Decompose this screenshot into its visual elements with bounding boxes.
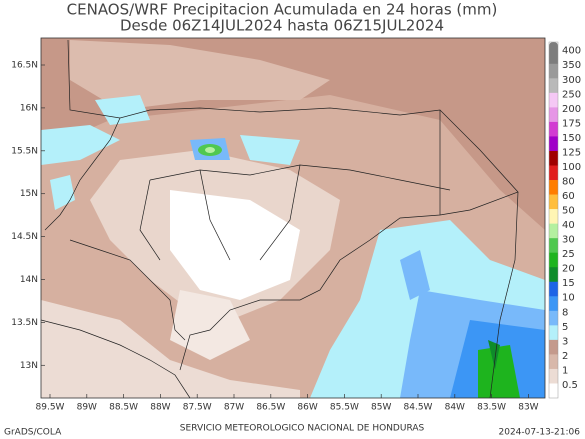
colorbar-label: 0.5 — [562, 380, 578, 391]
borders-path — [44, 117, 121, 231]
colorbar-swatch — [549, 180, 558, 195]
colorbar: 4003503002502001751501251008060504030252… — [548, 41, 581, 399]
precip-field-path — [478, 345, 520, 398]
colorbar-label: 150 — [562, 133, 581, 144]
lon-label: 89.5W — [36, 403, 65, 413]
lat-label: 14N — [20, 275, 38, 285]
precip-field-path — [95, 95, 150, 125]
colorbar-label: 60 — [562, 191, 575, 202]
colorbar-swatch — [549, 267, 558, 283]
precip-field-path — [41, 300, 300, 398]
colorbar-swatch — [549, 194, 558, 210]
lon-label: 88.5W — [109, 403, 138, 413]
precip-field-path — [400, 250, 430, 300]
precip-field-path — [488, 340, 500, 370]
colorbar-label: 300 — [562, 75, 581, 86]
lon-label: 84.5W — [404, 403, 433, 413]
lon-label: 84W — [445, 403, 465, 413]
colorbar-label: 100 — [562, 162, 581, 173]
lon-label: 83.5W — [477, 403, 506, 413]
borders-path — [67, 39, 519, 371]
lon-label: 87W — [224, 403, 244, 413]
colorbar-label: 1 — [562, 365, 568, 376]
lon-label: 86W — [297, 403, 317, 413]
colorbar-swatch — [549, 238, 558, 253]
colorbar-label: 400 — [562, 46, 581, 57]
lat-label: 14.5N — [11, 232, 38, 242]
lat-label: 15.5N — [11, 146, 38, 156]
colorbar-frame — [548, 41, 559, 399]
precip-field — [41, 38, 545, 398]
colorbar-swatch — [549, 136, 558, 152]
colorbar-swatch — [549, 325, 558, 341]
colorbar-label: 125 — [562, 147, 581, 158]
borders-path — [69, 239, 186, 341]
colorbar-label: 10 — [562, 293, 575, 304]
subtitle: Desde 06Z14JUL2024 hasta 06Z15JUL2024 — [120, 17, 444, 35]
lat-label: 13N — [20, 361, 38, 371]
colorbar-label: 50 — [562, 206, 575, 217]
colorbar-label: 175 — [562, 118, 581, 129]
map — [40, 37, 546, 399]
borders — [40, 39, 519, 399]
colorbar-swatch — [549, 223, 558, 239]
colorbar-swatch — [549, 281, 558, 297]
lon-label: 83W — [518, 403, 538, 413]
lon-label: 85.5W — [330, 403, 359, 413]
colorbar-swatch — [549, 49, 558, 65]
lon-label: 89W — [77, 403, 97, 413]
precip-field-path — [170, 290, 250, 360]
colorbar-swatch — [549, 78, 558, 94]
lon-label: 87.5W — [183, 403, 212, 413]
colorbar-label: 250 — [562, 89, 581, 100]
colorbar-label: 200 — [562, 104, 581, 115]
colorbar-swatch — [549, 310, 558, 326]
colorbar-swatch — [549, 209, 558, 224]
map-frame — [40, 37, 546, 399]
colorbar-label: 80 — [562, 176, 575, 187]
precip-field-ellipse — [205, 147, 215, 153]
colorbar-swatch — [549, 121, 558, 137]
colorbar-label: 3 — [562, 336, 568, 347]
colorbar-swatch — [549, 150, 558, 166]
precip-field-path — [240, 135, 300, 165]
lon-label: 88W — [150, 403, 170, 413]
lat-label: 13.5N — [11, 318, 38, 328]
footer-center: SERVICIO METEOROLOGICO NACIONAL DE HONDU… — [180, 424, 425, 434]
colorbar-label: 20 — [562, 264, 575, 275]
colorbar-swatch — [549, 368, 558, 384]
lat-label: 16.5N — [11, 61, 38, 71]
colorbar-swatch — [549, 252, 558, 268]
lat-label: 15N — [20, 189, 38, 199]
colorbar-label: 350 — [562, 60, 581, 71]
colorbar-swatch — [549, 383, 558, 399]
footer-right: 2024-07-13-21:06 — [499, 428, 581, 438]
lon-label: 86.5W — [256, 403, 285, 413]
colorbar-label: 40 — [562, 220, 575, 231]
colorbar-label: 30 — [562, 235, 575, 246]
lon-label: 85W — [371, 403, 391, 413]
colorbar-swatch — [549, 165, 558, 181]
borders-path — [40, 319, 191, 399]
colorbar-label: 2 — [562, 351, 568, 362]
precip-field-path — [70, 40, 330, 110]
borders-path — [489, 191, 519, 399]
colorbar-label: 8 — [562, 307, 568, 318]
colorbar-label: 5 — [562, 322, 568, 333]
precip-field-path — [41, 125, 120, 165]
colorbar-label: 25 — [562, 249, 575, 260]
colorbar-swatch — [549, 296, 558, 312]
footer-left: GrADS/COLA — [4, 428, 62, 438]
colorbar-swatch — [549, 92, 558, 108]
precip-field-path — [170, 190, 300, 300]
lat-label: 16N — [20, 103, 38, 113]
colorbar-label: 15 — [562, 278, 575, 289]
colorbar-swatch — [549, 354, 558, 370]
title: CENAOS/WRF Precipitacion Acumulada en 24… — [67, 1, 498, 19]
borders-path — [139, 164, 301, 261]
colorbar-swatch — [549, 63, 558, 79]
colorbar-swatch — [549, 339, 558, 355]
colorbar-swatch — [549, 107, 558, 123]
